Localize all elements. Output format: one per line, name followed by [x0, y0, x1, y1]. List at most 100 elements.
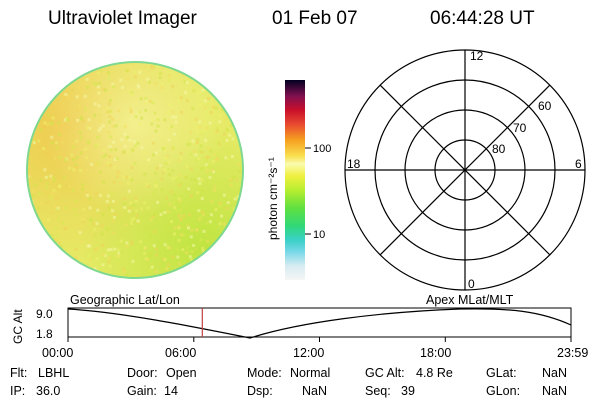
disk-pixel — [148, 99, 152, 103]
disk-pixel — [149, 253, 153, 257]
disk-pixel — [218, 201, 222, 205]
disk-pixel — [233, 197, 237, 201]
disk-pixel — [110, 192, 114, 196]
disk-pixel — [89, 239, 93, 243]
lat-label-70: 70 — [513, 121, 527, 135]
disk-pixel — [167, 192, 171, 196]
disk-pixel — [224, 156, 228, 160]
disk-pixel — [152, 118, 156, 122]
disk-pixel — [192, 88, 196, 92]
disk-pixel — [178, 205, 182, 208]
disk-pixel — [177, 99, 181, 103]
disk-pixel — [94, 144, 98, 148]
disk-pixel — [185, 99, 189, 103]
disk-pixel — [107, 76, 111, 80]
disk-pixel — [204, 138, 208, 142]
disk-pixel — [74, 213, 78, 217]
disk-pixel — [230, 176, 234, 180]
disk-pixel — [68, 166, 72, 170]
disk-pixel — [194, 153, 198, 157]
disk-pixel — [198, 217, 202, 221]
gcalt-value: 4.8 Re — [416, 366, 453, 380]
disk-pixel — [199, 238, 203, 242]
disk-pixel — [126, 77, 130, 81]
timeline-right-caption: Apex MLat/MLT — [426, 293, 514, 307]
disk-pixel — [32, 201, 36, 205]
disk-pixel — [189, 235, 193, 239]
disk-pixel — [178, 199, 182, 203]
disk-pixel — [55, 146, 59, 150]
disk-pixel — [64, 158, 68, 162]
mlt-label-6: 6 — [575, 157, 582, 171]
disk-pixel — [101, 155, 105, 159]
disk-pixel — [89, 223, 93, 226]
disk-pixel — [108, 256, 112, 260]
disk-pixel — [195, 126, 199, 129]
disk-pixel — [27, 173, 31, 177]
disk-pixel — [132, 217, 136, 220]
mode-value: Normal — [290, 366, 331, 380]
disk-pixel — [51, 234, 54, 238]
disk-pixel — [176, 255, 180, 259]
disk-pixel — [146, 258, 150, 262]
disk-pixel — [191, 107, 195, 111]
disk-pixel — [214, 106, 218, 110]
disk-pixel — [166, 245, 170, 249]
disk-pixel — [185, 165, 189, 169]
disk-pixel — [53, 125, 57, 128]
disk-pixel — [185, 80, 189, 84]
disk-pixel — [175, 178, 179, 182]
disk-pixel — [189, 194, 193, 198]
timeline-y-label: GC Alt — [11, 309, 25, 344]
disk-pixel — [160, 86, 164, 90]
disk-pixel — [198, 125, 201, 129]
disk-pixel — [186, 224, 190, 228]
disk-pixel — [54, 141, 58, 145]
disk-pixel — [51, 100, 55, 104]
disk-pixel — [112, 166, 116, 170]
timeline-xtick-1200: 12:00 — [293, 346, 325, 360]
disk-pixel — [168, 78, 172, 82]
disk-pixel — [139, 97, 143, 101]
disk-pixel — [53, 190, 57, 194]
altitude-curve — [67, 308, 572, 339]
disk-pixel — [218, 222, 222, 226]
disk-pixel — [50, 178, 53, 182]
disk-pixel — [137, 85, 141, 89]
disk-pixel — [98, 81, 102, 85]
disk-pixel — [163, 211, 167, 214]
disk-pixel — [213, 189, 216, 193]
disk-pixel — [43, 168, 47, 172]
disk-pixel — [153, 212, 156, 216]
disk-pixel — [195, 232, 199, 236]
disk-pixel — [198, 103, 202, 107]
disk-pixel — [42, 147, 46, 151]
disk-pixel — [222, 222, 226, 226]
disk-pixel — [119, 78, 123, 82]
disk-pixel — [179, 151, 183, 155]
disk-pixel — [199, 144, 203, 148]
disk-pixel — [109, 248, 113, 252]
disk-pixel — [190, 204, 194, 208]
disk-pixel — [186, 142, 190, 146]
disk-pixel — [148, 268, 152, 272]
disk-pixel — [174, 90, 178, 94]
disk-pixel — [168, 173, 172, 177]
disk-pixel — [96, 71, 100, 75]
disk-pixel — [115, 175, 119, 179]
disk-pixel — [80, 187, 84, 191]
disk-pixel — [50, 191, 54, 195]
disk-pixel — [152, 153, 156, 157]
disk-pixel — [139, 69, 143, 72]
disk-pixel — [226, 201, 230, 205]
disk-pixel — [52, 176, 56, 180]
disk-pixel — [101, 263, 105, 267]
disk-pixel — [180, 213, 184, 217]
colorbar-label-10: 10 — [313, 229, 325, 241]
disk-pixel — [163, 258, 167, 262]
disk-pixel — [177, 262, 181, 266]
timeline-xtick-0600: 06:00 — [165, 346, 197, 360]
disk-pixel — [187, 187, 191, 191]
disk-pixel — [75, 108, 79, 112]
gcalt-label: GC Alt: — [365, 366, 405, 380]
